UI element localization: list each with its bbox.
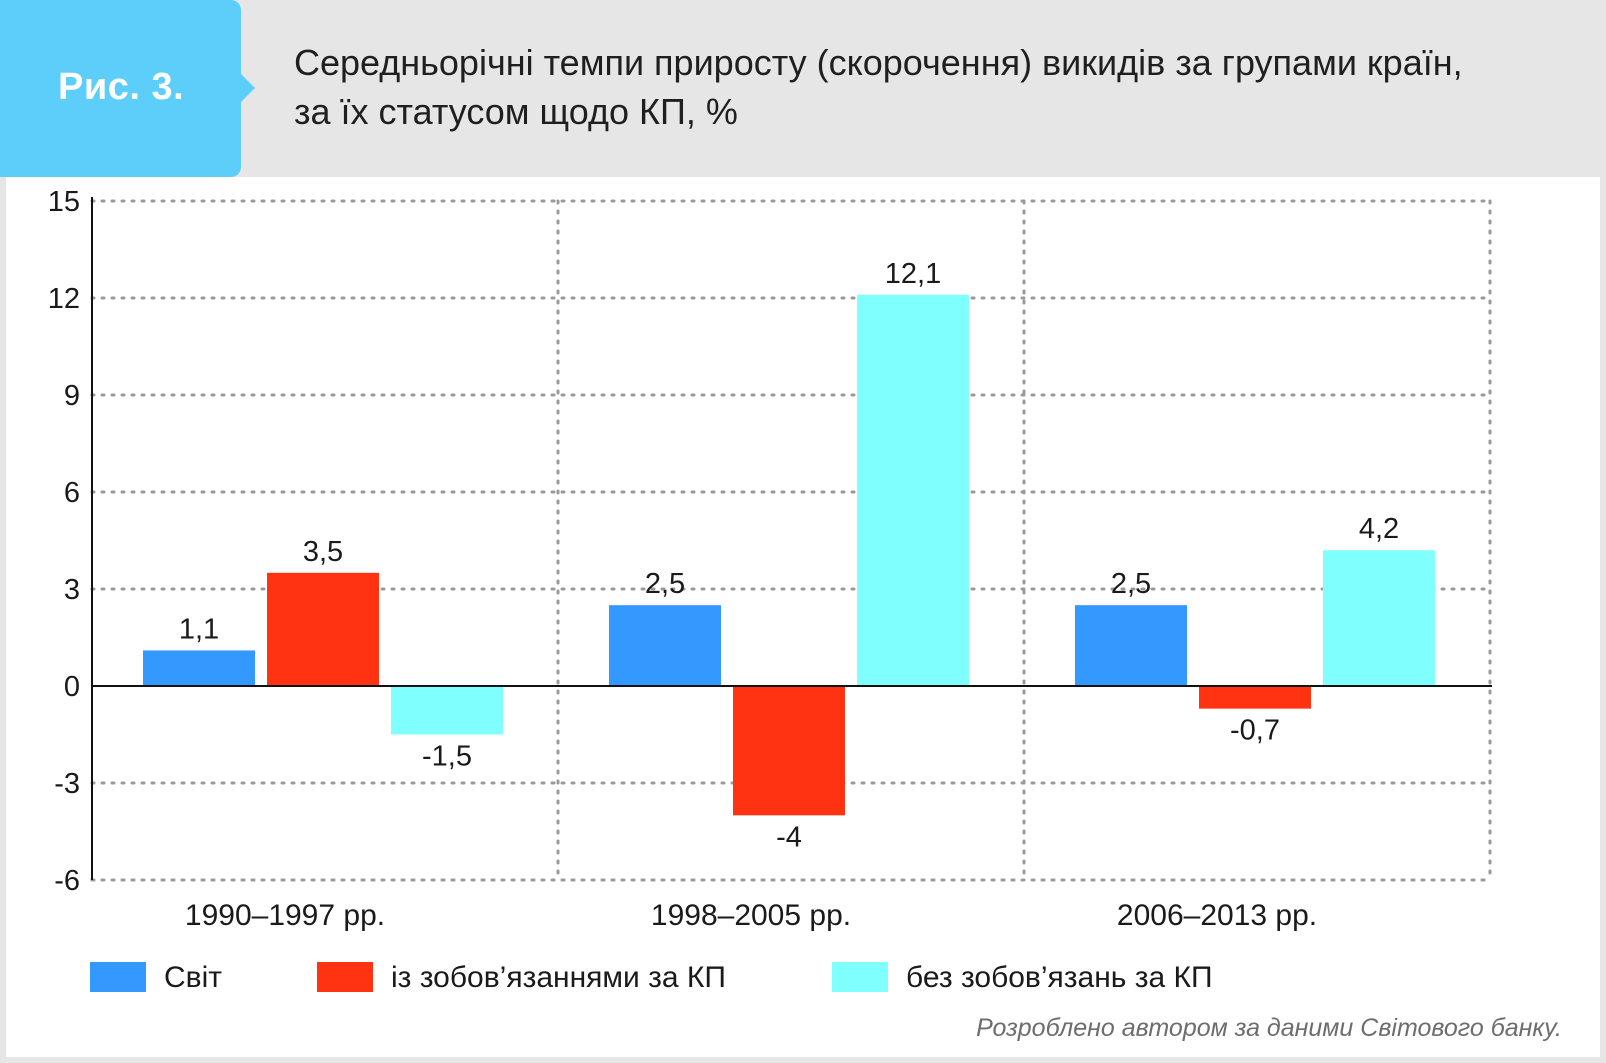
figure-header: Рис. 3. Середньорічні темпи приросту (ск… xyxy=(0,0,1606,177)
x-tick-label: 2006–2013 рр. xyxy=(1117,899,1317,932)
legend-label: Світ xyxy=(164,961,222,994)
data-label: 3,5 xyxy=(303,536,343,568)
y-tick-label: 0 xyxy=(64,671,80,703)
y-tick-label: -6 xyxy=(54,865,80,897)
data-label: 4,2 xyxy=(1359,513,1399,545)
bar-with-commitments xyxy=(267,572,379,686)
y-tick-label: -3 xyxy=(54,768,80,800)
y-tick-label: 15 xyxy=(48,186,80,218)
bar-with-commitments xyxy=(1199,686,1311,709)
chart-title-line-1: Середньорічні темпи приросту (скорочення… xyxy=(294,42,1463,83)
legend-swatch xyxy=(317,962,373,992)
bar-world xyxy=(609,605,721,686)
data-label: -4 xyxy=(776,821,802,853)
bar-without-commitments xyxy=(391,686,503,735)
bar-world xyxy=(143,650,255,686)
legend-label: без зобов’язань за КП xyxy=(906,961,1213,994)
data-label: -0,7 xyxy=(1230,715,1280,747)
source-note: Розроблено автором за даними Світового б… xyxy=(976,1014,1562,1042)
legend-swatch xyxy=(90,962,146,992)
legend-swatch xyxy=(832,962,888,992)
figure-label: Рис. 3. xyxy=(58,66,185,108)
x-tick-label: 1990–1997 рр. xyxy=(185,899,385,932)
bar-without-commitments xyxy=(857,294,969,686)
figure-badge: Рис. 3. xyxy=(0,0,255,177)
data-label: -1,5 xyxy=(422,741,472,773)
y-tick-label: 6 xyxy=(64,477,80,509)
chart-panel: 1,1 2,5 2,5 3,5 -4 -0,7 -1,5 12,1 4,2 15 12 9 6 3 0 -3 -… xyxy=(6,177,1600,1057)
y-tick-label: 12 xyxy=(48,283,80,315)
data-label: 1,1 xyxy=(179,613,219,645)
data-label: 2,5 xyxy=(645,568,685,600)
bar-without-commitments xyxy=(1323,550,1435,686)
legend-label: із зобов’язаннями за КП xyxy=(391,961,726,994)
chart-title-line-2: за їх статусом щодо КП, % xyxy=(294,91,738,132)
data-label: 2,5 xyxy=(1111,568,1151,600)
bar-chart: 1,1 2,5 2,5 3,5 -4 -0,7 -1,5 12,1 4,2 15 12 9 6 3 0 -3 -… xyxy=(48,186,1492,994)
y-tick-label: 9 xyxy=(64,380,80,412)
bar-with-commitments xyxy=(733,686,845,816)
x-tick-label: 1998–2005 рр. xyxy=(651,899,851,932)
y-tick-label: 3 xyxy=(64,574,80,606)
data-label: 12,1 xyxy=(885,258,941,290)
bar-world xyxy=(1075,605,1187,686)
chart-title: Середньорічні темпи приросту (скорочення… xyxy=(294,38,1584,136)
